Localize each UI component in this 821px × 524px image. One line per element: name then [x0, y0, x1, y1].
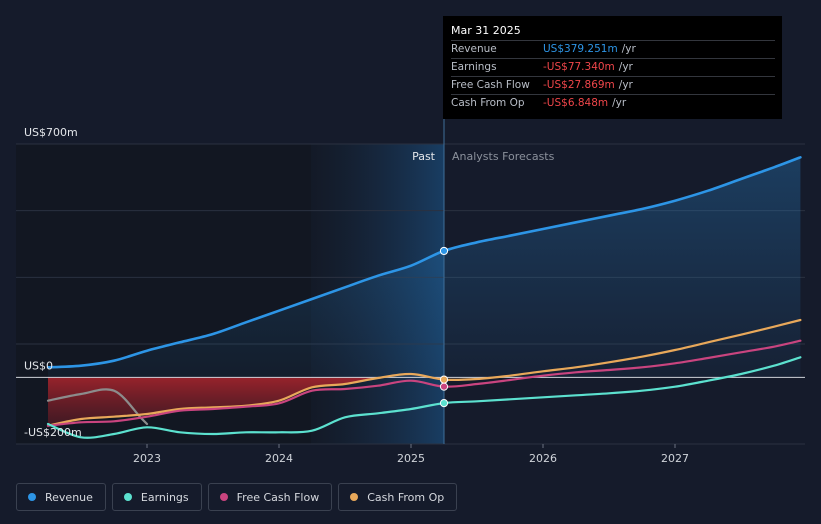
past-label: Past [412, 150, 436, 163]
legend-dot-icon [219, 493, 228, 501]
tooltip-row-free-cash-flow: Free Cash Flow -US$27.869m /yr [451, 76, 775, 94]
tooltip-unit: /yr [612, 97, 627, 109]
legend-label: Revenue [45, 490, 93, 504]
cash-from-op-marker [439, 375, 449, 384]
cash-from-op-line [46, 318, 802, 427]
x-tick-label: 2027 [661, 452, 689, 465]
revenue-area [48, 157, 801, 378]
tooltip-value: -US$27.869m [543, 79, 615, 91]
tooltip-value: -US$77.340m [543, 61, 615, 73]
tooltip-value: -US$6.848m [543, 97, 609, 109]
tooltip-row-cash-from-op: Cash From Op -US$6.848m /yr [451, 94, 775, 112]
legend-label: Free Cash Flow [236, 490, 320, 504]
earnings-line [46, 356, 802, 439]
revenue-line [46, 156, 802, 369]
tooltip-value: US$379.251m [543, 43, 618, 55]
tooltip-label: Free Cash Flow [451, 79, 530, 91]
earnings-marker [439, 399, 449, 408]
legend-item-free-cash-flow[interactable]: Free Cash Flow [207, 483, 333, 511]
x-axis-ticks: 2023 2024 2025 2026 2027 [133, 444, 689, 465]
tooltip-row-revenue: Revenue US$379.251m /yr [451, 40, 775, 58]
x-tick-label: 2025 [397, 452, 425, 465]
legend-dot-icon [123, 493, 132, 501]
legend-label: Earnings [140, 490, 189, 504]
tooltip-date: Mar 31 2025 [451, 24, 521, 37]
legend-dot-icon [28, 493, 36, 501]
free-cash-flow-line [46, 339, 802, 427]
y-tick-bottom: -US$200m [24, 426, 82, 439]
y-tick-zero: US$0 [24, 359, 53, 372]
legend-dot-icon [350, 493, 359, 501]
legend-item-earnings[interactable]: Earnings [111, 483, 202, 511]
earnings-history-line [46, 388, 149, 426]
legend-item-revenue[interactable]: Revenue [16, 483, 106, 511]
series-markers [439, 246, 449, 408]
tooltip: Mar 31 2025 Revenue US$379.251m /yr Earn… [443, 16, 782, 119]
revenue-marker [439, 246, 449, 256]
tooltip-label: Cash From Op [451, 97, 525, 109]
tooltip-label: Earnings [451, 61, 497, 73]
tooltip-label: Revenue [451, 43, 497, 55]
legend-item-cash-from-op[interactable]: Cash From Op [338, 483, 458, 511]
tooltip-unit: /yr [621, 43, 636, 55]
free-cash-flow-marker [439, 382, 449, 391]
x-tick-label: 2024 [265, 452, 293, 465]
forecast-label: Analysts Forecasts [452, 150, 555, 163]
tooltip-unit: /yr [618, 79, 633, 91]
legend: Revenue Earnings Free Cash Flow Cash Fro… [16, 483, 458, 511]
series-lines [46, 156, 802, 439]
x-tick-label: 2026 [529, 452, 557, 465]
tooltip-unit: /yr [618, 61, 633, 73]
x-tick-label: 2023 [133, 452, 161, 465]
legend-label: Cash From Op [367, 490, 445, 504]
y-tick-top: US$700m [24, 126, 78, 139]
tooltip-row-earnings: Earnings -US$77.340m /yr [451, 58, 775, 76]
